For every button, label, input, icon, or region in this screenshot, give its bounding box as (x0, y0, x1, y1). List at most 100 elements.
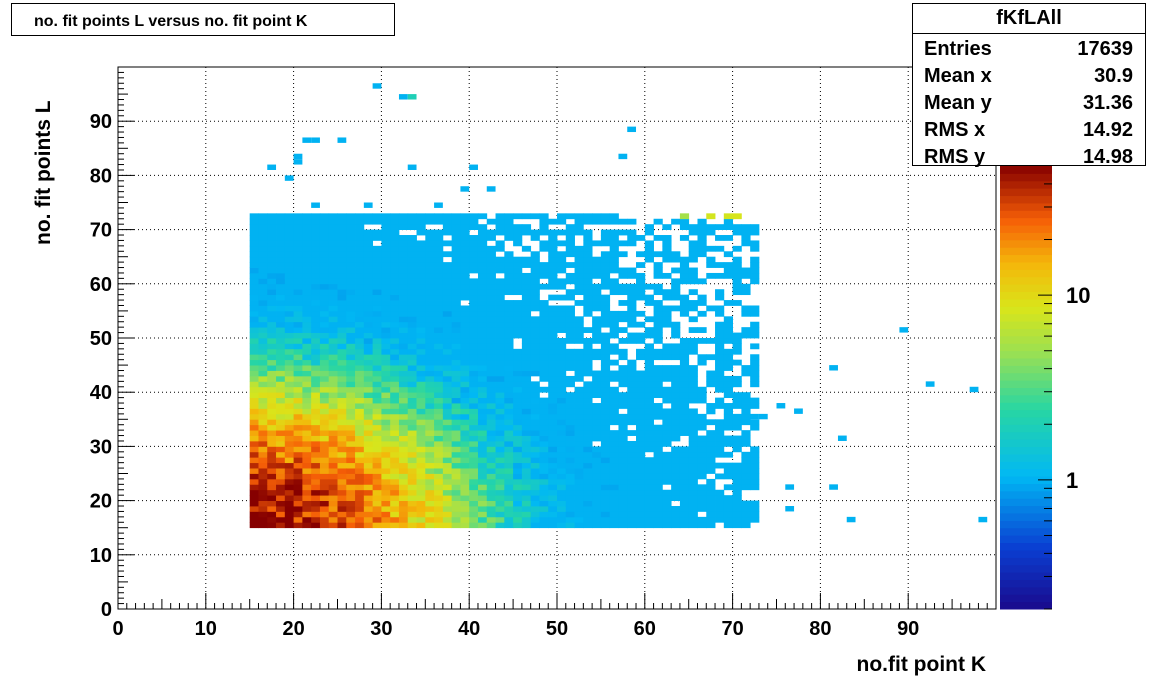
heatmap-cell (442, 327, 453, 333)
heatmap-cell (618, 506, 628, 512)
heatmap-cell (328, 305, 338, 312)
heatmap-cell (311, 267, 321, 274)
heatmap-cell (732, 397, 742, 404)
heatmap-cell (609, 462, 619, 469)
heatmap-cell (311, 338, 321, 344)
heatmap-cell (662, 375, 672, 382)
heatmap-cell (539, 495, 549, 501)
heatmap-cell (530, 451, 540, 458)
color-scale-segment (1000, 247, 1052, 256)
heatmap-cell (477, 516, 488, 523)
x-tick-label: 20 (282, 618, 304, 640)
heatmap-cell (539, 489, 549, 496)
heatmap-cell (407, 424, 417, 431)
heatmap-cell (521, 506, 532, 512)
heatmap-cell (355, 435, 365, 442)
heatmap-cell (557, 283, 567, 290)
heatmap-cell (425, 408, 435, 415)
heatmap-cell (460, 272, 470, 279)
heatmap-cell (600, 321, 611, 328)
heatmap-cell (574, 430, 584, 436)
heatmap-cell (785, 506, 795, 512)
heatmap-cell (477, 343, 488, 350)
heatmap-cell (258, 272, 268, 279)
heatmap-cell (442, 262, 453, 268)
heatmap-cell (398, 381, 409, 388)
heatmap-cell (548, 235, 558, 241)
heatmap-cell (284, 435, 294, 442)
heatmap-cell (311, 327, 321, 333)
heatmap-cell (644, 251, 654, 258)
heatmap-cell (477, 375, 488, 382)
heatmap-cell (407, 245, 417, 252)
heatmap-cell (521, 473, 532, 480)
heatmap-cell (293, 316, 303, 323)
heatmap-cell (750, 354, 760, 361)
heatmap-cell (609, 218, 619, 225)
heatmap-cell (715, 224, 725, 230)
heatmap-cell (495, 495, 505, 501)
heatmap-cell (627, 375, 637, 382)
heatmap-cell (750, 240, 760, 247)
heatmap-cell (398, 359, 409, 366)
heatmap-cell (557, 516, 567, 523)
heatmap-cell (688, 365, 698, 371)
heatmap-cell (284, 240, 294, 247)
heatmap-cell (363, 321, 374, 328)
heatmap-cell (337, 430, 347, 436)
heatmap-cell (583, 359, 593, 366)
heatmap-cell (741, 327, 751, 333)
heatmap-cell (311, 408, 321, 415)
heatmap-cell (583, 229, 593, 236)
heatmap-cell (636, 348, 646, 355)
heatmap-cell (249, 338, 259, 344)
heatmap-cell (293, 516, 303, 523)
heatmap-cell (741, 462, 751, 469)
heatmap-cell (258, 457, 268, 464)
heatmap-cell (627, 294, 637, 301)
heatmap-cell (284, 272, 294, 279)
heatmap-cell (425, 338, 435, 344)
heatmap-cell (319, 462, 330, 469)
heatmap-cell (486, 278, 496, 285)
heatmap-cell (618, 354, 628, 361)
heatmap-cell (513, 224, 523, 230)
heatmap-cell (346, 370, 356, 377)
heatmap-cell (249, 408, 259, 415)
heatmap-cell (469, 289, 479, 296)
heatmap-cell (302, 424, 312, 431)
heatmap-cell (565, 473, 575, 480)
color-scale-segment (1000, 461, 1052, 470)
heatmap-cell (293, 283, 303, 290)
heatmap-cell (293, 251, 303, 258)
x-tick-label: 60 (634, 618, 656, 640)
heatmap-cell (407, 440, 417, 447)
heatmap-cell (328, 386, 338, 393)
heatmap-cell (644, 484, 654, 491)
heatmap-cell (548, 457, 558, 464)
heatmap-cell (521, 408, 532, 415)
heatmap-cell (530, 381, 540, 388)
heatmap-cell (592, 451, 602, 458)
heatmap-cell (521, 462, 532, 469)
heatmap-cell (741, 522, 751, 529)
heatmap-cell (425, 245, 435, 252)
heatmap-cell (293, 408, 303, 415)
heatmap-cell (390, 256, 400, 263)
heatmap-cell (565, 381, 575, 388)
heatmap-cell (293, 403, 303, 409)
heatmap-cell (583, 338, 593, 344)
heatmap-cell (451, 413, 461, 420)
heatmap-cell (723, 338, 733, 344)
heatmap-cell (355, 354, 365, 361)
heatmap-cell (319, 506, 330, 512)
heatmap-cell (557, 310, 567, 317)
heatmap-cell (618, 283, 628, 290)
heatmap-cell (521, 430, 532, 436)
heatmap-cell (636, 235, 646, 241)
heatmap-cell (337, 397, 347, 404)
heatmap-cell (592, 262, 602, 268)
heatmap-cell (636, 386, 646, 393)
heatmap-cell (697, 300, 707, 306)
heatmap-cell (688, 229, 698, 236)
